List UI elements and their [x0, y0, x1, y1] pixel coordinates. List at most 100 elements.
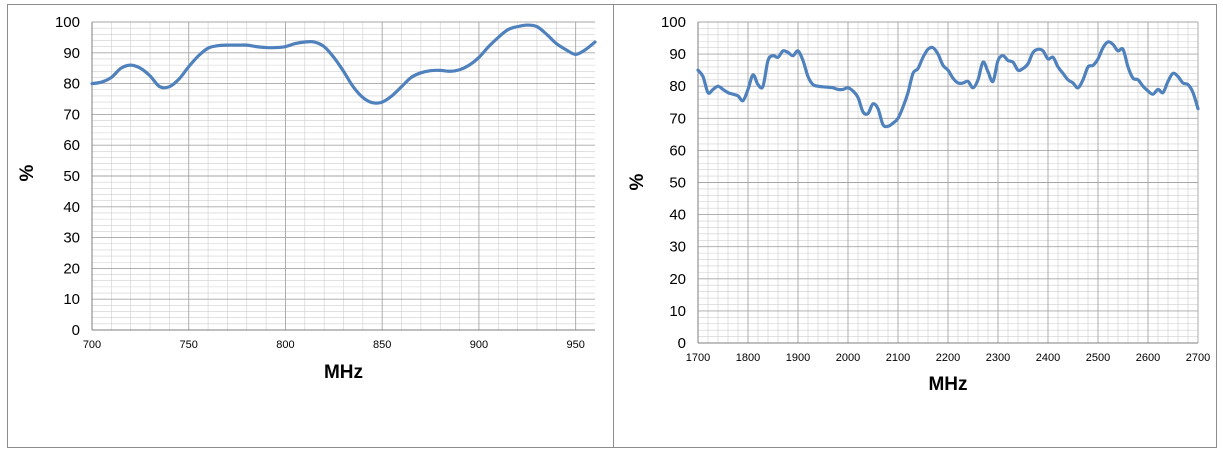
data-point [226, 44, 228, 46]
y-tick-label: 80 [63, 76, 80, 93]
data-point [1112, 43, 1114, 45]
y-tick-label: 60 [63, 137, 80, 154]
data-point [752, 74, 754, 76]
data-point [977, 79, 979, 81]
x-tick-label: 2000 [836, 352, 860, 364]
x-tick-label: 750 [180, 339, 198, 351]
data-point [159, 85, 161, 87]
x-tick-label: 2200 [936, 352, 960, 364]
data-point [275, 46, 277, 48]
x-tick-label: 950 [566, 339, 584, 351]
data-point [255, 45, 257, 47]
data-point [178, 78, 180, 80]
data-point [922, 56, 924, 58]
data-point [1007, 59, 1009, 61]
data-point [702, 75, 704, 77]
y-tick-label: 20 [669, 271, 686, 288]
data-point [1032, 51, 1034, 53]
x-tick-label: 700 [83, 339, 101, 351]
y-tick-label: 70 [63, 106, 80, 123]
data-point [707, 91, 709, 93]
y-tick-label: 60 [669, 142, 686, 159]
data-point [129, 64, 131, 66]
data-point [391, 95, 393, 97]
data-point [767, 59, 769, 61]
data-point [536, 25, 538, 27]
data-point [265, 46, 267, 48]
data-point [1037, 48, 1039, 50]
data-point [967, 80, 969, 82]
data-point [952, 77, 954, 79]
y-tick-label: 0 [678, 335, 686, 352]
y-tick-label: 40 [669, 207, 686, 224]
data-point [168, 85, 170, 87]
data-point [1197, 107, 1199, 109]
data-point [982, 61, 984, 63]
data-point [478, 56, 480, 58]
data-point [1097, 58, 1099, 60]
y-tick-label: 100 [55, 14, 80, 31]
data-point [468, 64, 470, 66]
data-point [584, 49, 586, 51]
data-point [507, 29, 509, 31]
data-point [717, 85, 719, 87]
y-axis-title: % [17, 164, 38, 181]
data-point [927, 48, 929, 50]
x-tick-label: 1700 [686, 352, 710, 364]
data-point [932, 46, 934, 48]
data-point [852, 90, 854, 92]
data-point [100, 81, 102, 83]
y-tick-label: 10 [63, 291, 80, 308]
data-point [1192, 91, 1194, 93]
y-tick-label: 100 [661, 14, 686, 31]
y-axis-title: % [627, 173, 648, 190]
data-point [236, 44, 238, 46]
x-tick-label: 2400 [1036, 352, 1060, 364]
data-point [139, 67, 141, 69]
data-point [1087, 66, 1089, 68]
series-line [696, 40, 1200, 129]
data-point [323, 45, 325, 47]
data-point [458, 69, 460, 71]
data-point [352, 85, 354, 87]
x-tick-label: 800 [276, 339, 294, 351]
data-point [732, 93, 734, 95]
data-point [449, 70, 451, 72]
data-point [1147, 90, 1149, 92]
data-point [837, 88, 839, 90]
data-point [937, 53, 939, 55]
data-point [827, 86, 829, 88]
x-tick-label: 900 [470, 339, 488, 351]
y-tick-label: 20 [63, 260, 80, 277]
data-point [1182, 82, 1184, 84]
data-point [817, 85, 819, 87]
data-point [862, 111, 864, 113]
series-line [90, 23, 597, 105]
data-point [400, 85, 402, 87]
data-point [526, 24, 528, 26]
data-point [797, 50, 799, 52]
data-point [802, 59, 804, 61]
data-point [887, 125, 889, 127]
data-point [757, 83, 759, 85]
x-tick-label: 850 [373, 339, 391, 351]
data-point [697, 69, 699, 71]
x-axis-title: MHz [928, 374, 967, 395]
data-point [1162, 91, 1164, 93]
data-point [947, 69, 949, 71]
data-point [497, 36, 499, 38]
data-point [1172, 72, 1174, 74]
y-tick-label: 30 [669, 239, 686, 256]
data-point [1012, 61, 1014, 63]
data-point [737, 95, 739, 97]
data-point [847, 87, 849, 89]
data-point [1157, 88, 1159, 90]
data-point [410, 76, 412, 78]
data-point [246, 44, 248, 46]
data-point [907, 91, 909, 93]
y-tick-label: 0 [72, 322, 80, 339]
data-point [1127, 66, 1129, 68]
data-point [897, 117, 899, 119]
data-point [877, 107, 879, 109]
data-point [565, 49, 567, 51]
